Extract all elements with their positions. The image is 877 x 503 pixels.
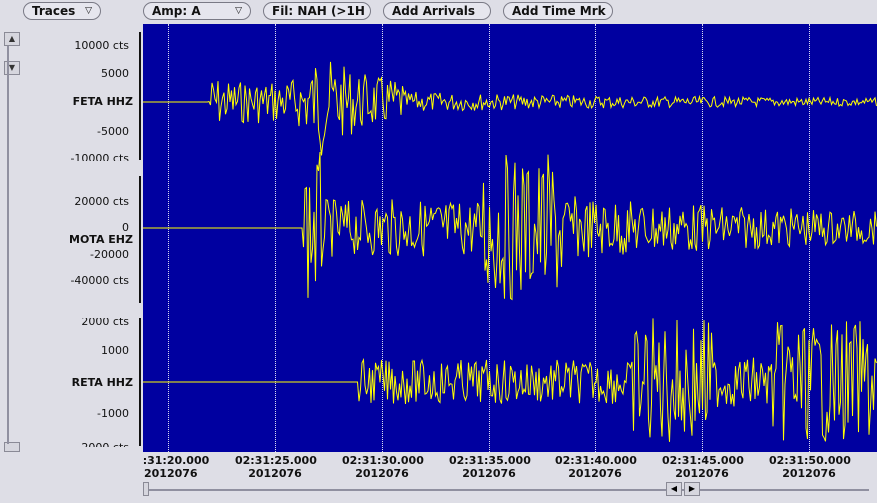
amplitude-axis xyxy=(139,176,141,303)
horizontal-scrollbar[interactable]: ◀ ▶ xyxy=(143,482,877,498)
time-label-date: 2012076 xyxy=(355,467,409,480)
time-gridline xyxy=(275,24,276,452)
time-label: 02:31:30.000 2012076 xyxy=(342,454,424,480)
amplitude-tick: 0 xyxy=(122,221,129,234)
vertical-scroll-track xyxy=(7,46,9,444)
time-gridline xyxy=(489,24,490,452)
time-label: 02:31:40.000 2012076 xyxy=(555,454,637,480)
time-label-date: 2012076 xyxy=(462,467,516,480)
scroll-left-handle[interactable] xyxy=(143,482,149,496)
amplitude-tick: -2000 cts xyxy=(77,440,129,447)
time-label-time: 02:31:25.000 xyxy=(235,454,317,467)
amplitude-tick: 2000 cts xyxy=(81,318,129,326)
time-label-time: 02:31:40.000 xyxy=(555,454,637,467)
time-gridline xyxy=(595,24,596,452)
time-label-time: 02:31:45.000 xyxy=(662,454,744,467)
amp-menu-button[interactable]: Amp: A ▽ xyxy=(143,2,251,20)
trace-label-mota[interactable]: MOTA EHZ xyxy=(69,233,133,246)
time-label-time: 02:31:50.000 xyxy=(769,454,851,467)
amplitude-tick: 1000 xyxy=(101,344,129,357)
time-label: 02:31:45.000 2012076 xyxy=(662,454,744,480)
trace-waveform-mota xyxy=(143,152,877,301)
filter-menu-button[interactable]: Fil: NAH (>1H xyxy=(263,2,371,20)
amplitude-tick: 10000 cts xyxy=(74,39,129,52)
triangle-down-icon: ▽ xyxy=(235,6,242,16)
add-arrivals-button[interactable]: Add Arrivals xyxy=(383,2,491,20)
add-time-mark-label: Add Time Mrk xyxy=(512,4,606,18)
amplitude-tick: 5000 xyxy=(101,67,129,80)
amplitude-tick: -20000 xyxy=(90,248,129,261)
seismogram-plot[interactable] xyxy=(143,24,877,452)
amplitude-tick: -5000 xyxy=(97,125,129,138)
filter-menu-label: Fil: NAH (>1H xyxy=(272,4,365,18)
time-label: 02:31:25.000 2012076 xyxy=(235,454,317,480)
amplitude-tick: 20000 cts xyxy=(74,195,129,208)
traces-menu-button[interactable]: Traces ▽ xyxy=(23,2,101,20)
waveform-canvas xyxy=(143,61,877,442)
time-label: 02:31:50.000 2012076 xyxy=(769,454,851,480)
time-label: :31:20.000 2012076 xyxy=(136,454,216,480)
amplitude-axis xyxy=(139,318,141,446)
time-label: 02:31:35.000 2012076 xyxy=(449,454,531,480)
add-time-mark-button[interactable]: Add Time Mrk xyxy=(503,2,613,20)
amplitude-tick: -10000 cts xyxy=(70,152,129,161)
traces-menu-label: Traces xyxy=(32,4,76,18)
trace-waveform-feta xyxy=(143,61,877,156)
triangle-down-icon: ▽ xyxy=(85,6,92,16)
horizontal-scroll-track xyxy=(149,489,869,491)
time-label-date: 2012076 xyxy=(144,467,198,480)
arrow-right-icon[interactable]: ▶ xyxy=(684,482,700,496)
time-label-time: 02:31:35.000 xyxy=(449,454,531,467)
arrow-up-icon[interactable]: ▲ xyxy=(4,32,20,46)
arrow-left-icon[interactable]: ◀ xyxy=(666,482,682,496)
trace-label-feta[interactable]: FETA HHZ xyxy=(72,95,133,108)
time-label-time: :31:20.000 xyxy=(142,454,210,467)
amplitude-axis xyxy=(139,32,141,160)
time-label-date: 2012076 xyxy=(675,467,729,480)
add-arrivals-label: Add Arrivals xyxy=(392,4,476,18)
trace-waveform-reta xyxy=(143,318,877,442)
time-label-date: 2012076 xyxy=(782,467,836,480)
time-label-time: 02:31:30.000 xyxy=(342,454,424,467)
trace-label-reta[interactable]: RETA HHZ xyxy=(71,376,133,389)
scroll-bottom-handle[interactable] xyxy=(4,442,20,452)
time-label-date: 2012076 xyxy=(248,467,302,480)
amp-menu-label: Amp: A xyxy=(152,4,201,18)
amplitude-tick: -1000 xyxy=(97,407,129,420)
time-gridline xyxy=(168,24,169,452)
time-gridline xyxy=(382,24,383,452)
amplitude-tick: -40000 cts xyxy=(70,274,129,287)
time-label-date: 2012076 xyxy=(568,467,622,480)
